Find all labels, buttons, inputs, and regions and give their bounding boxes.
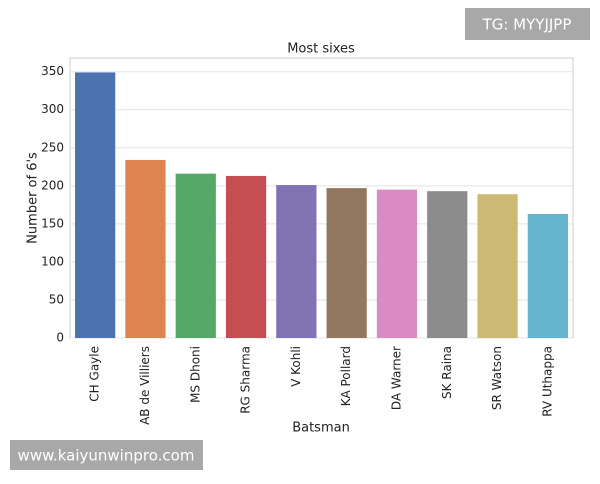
watermark-box xyxy=(465,8,590,40)
y-tick-label: 300 xyxy=(41,102,64,116)
x-axis-label: Batsman xyxy=(292,421,350,436)
bar xyxy=(276,185,317,338)
x-tick-label: MS Dhoni xyxy=(188,346,202,403)
y-tick-label: 50 xyxy=(49,292,64,306)
watermark: www.kaiyunwinpro.com xyxy=(18,447,195,465)
x-tick-label: DA Warner xyxy=(389,346,403,410)
y-tick-label: 100 xyxy=(41,254,64,268)
watermark: TG: MYYJJPP xyxy=(482,16,572,34)
y-tick-label: 250 xyxy=(41,140,64,154)
bar xyxy=(477,194,518,338)
y-tick-label: 150 xyxy=(41,216,64,230)
bar xyxy=(326,188,367,338)
bar xyxy=(527,213,568,338)
bar xyxy=(75,72,116,339)
y-axis-label: Number of 6's xyxy=(26,152,41,244)
y-tick-label: 0 xyxy=(56,331,64,345)
y-tick-label: 200 xyxy=(41,178,64,192)
x-tick-label: CH Gayle xyxy=(88,346,102,402)
watermark-box xyxy=(10,440,203,470)
bar xyxy=(125,159,166,338)
bar xyxy=(225,175,267,338)
x-tick-label: KA Pollard xyxy=(339,346,353,406)
x-tick-label: SK Raina xyxy=(440,346,454,399)
bar xyxy=(376,189,418,338)
x-tick-label: RV Uthappa xyxy=(540,346,554,417)
y-tick-label: 350 xyxy=(41,64,64,78)
x-tick-label: RG Sharma xyxy=(239,346,253,414)
x-tick-label: V Kohli xyxy=(289,346,303,387)
x-tick-label: AB de Villiers xyxy=(138,346,152,425)
bar xyxy=(427,191,468,338)
chart-title: Most sixes xyxy=(287,42,355,57)
x-tick-label: SR Watson xyxy=(490,346,504,410)
bar xyxy=(175,173,216,338)
